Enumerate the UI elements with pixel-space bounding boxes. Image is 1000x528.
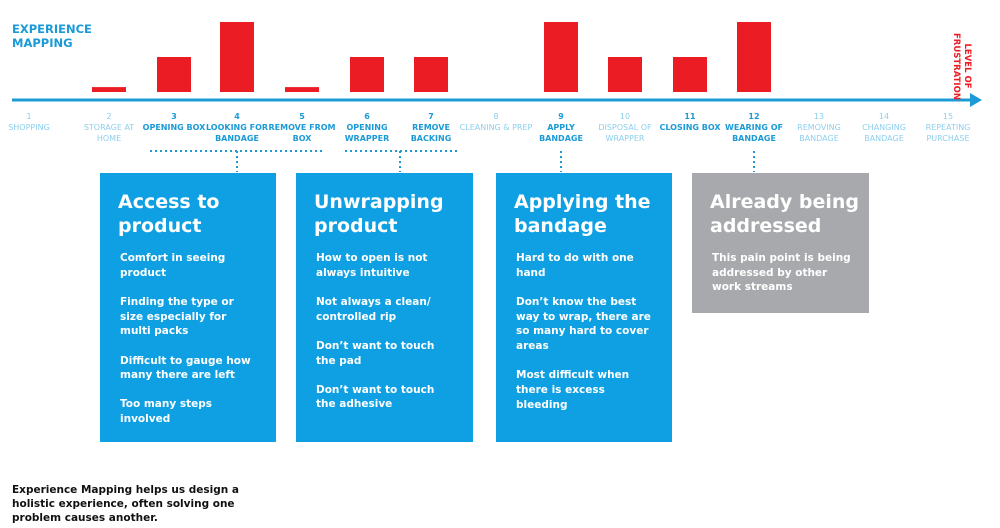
card-title: Access to product (118, 191, 220, 237)
frustration-bar (220, 22, 254, 92)
frustration-bar (544, 22, 578, 92)
step-number: 11 (684, 112, 696, 121)
card-items: How to open is not always intuitive Not a… (316, 251, 461, 427)
frustration-bar (285, 87, 319, 92)
card-item: Comfort in seeing product (120, 252, 226, 279)
step-label: REPEATING PURCHASE (925, 123, 971, 143)
axis-label: LEVEL OF FRUSTRATION (951, 33, 972, 100)
step-label: CLEANING & PREP (459, 123, 533, 132)
card-item: Don’t want to touch the pad (316, 339, 435, 367)
step-label: OPENING WRAPPER (344, 123, 390, 143)
step-label: CLOSING BOX (659, 123, 721, 132)
frustration-bar (737, 22, 771, 92)
card-item: Don’t know the best way to wrap, there a… (516, 295, 651, 353)
frustration-bar (157, 57, 191, 92)
step-number: 14 (878, 112, 890, 121)
card-item: This pain point is being addressed by ot… (712, 252, 851, 294)
card-item: Hard to do with one hand (516, 252, 634, 279)
step-number: 15 (942, 112, 954, 121)
step-label: LOOKING FOR BANDAGE (205, 123, 269, 143)
step-number: 7 (428, 112, 434, 121)
card-item: Not always a clean/ controlled rip (316, 295, 431, 323)
card-title: Already being addressed (710, 191, 860, 237)
step-label: DISPOSAL OF WRAPPER (598, 123, 652, 143)
axis-arrow (970, 93, 982, 107)
step-number: 6 (364, 112, 370, 121)
card-item: Don’t want to touch the adhesive (316, 383, 435, 411)
card: Unwrapping product How to open is not alw… (296, 173, 473, 442)
step-number: 8 (493, 112, 499, 121)
frustration-bar (414, 57, 448, 92)
step-number: 12 (748, 112, 760, 121)
step-label: REMOVING BANDAGE (797, 123, 841, 143)
title: EXPERIENCE MAPPING (12, 22, 92, 50)
card-title: Unwrapping product (314, 191, 444, 237)
step-label: WEARING OF BANDAGE (725, 123, 783, 143)
brackets (150, 150, 755, 172)
card: Applying the bandage Hard to do with one … (496, 173, 672, 442)
step-number: 1 (26, 112, 32, 121)
card: Already being addressed This pain point i… (692, 173, 869, 313)
frustration-bar (92, 87, 126, 92)
card: Access to product Comfort in seeing produ… (100, 173, 276, 442)
step-label: REMOVE BACKING (410, 123, 452, 143)
card-items: This pain point is being addressed by ot… (712, 251, 857, 310)
step-label: OPENING BOX (142, 123, 206, 132)
step-number: 5 (299, 112, 305, 121)
step-number: 9 (558, 112, 564, 121)
step-label: APPLY BANDAGE (539, 123, 583, 143)
frustration-bar (350, 57, 384, 92)
card-items: Comfort in seeing product Finding the typ… (120, 251, 265, 441)
step-number: 13 (813, 112, 825, 121)
frustration-bar (673, 57, 707, 92)
card-items: Hard to do with one hand Don’t know the b… (516, 251, 661, 427)
step-number: 3 (171, 112, 177, 121)
card-item: Too many steps involved (120, 398, 213, 426)
step-number: 2 (106, 112, 112, 121)
step-label: CHANGING BANDAGE (862, 123, 906, 143)
step-number: 4 (234, 112, 240, 121)
card-item: Finding the type or size especially for … (120, 295, 234, 338)
card-item: Difficult to gauge how many there are le… (120, 354, 251, 382)
step-label: STORAGE AT HOME (83, 123, 135, 143)
card-item: How to open is not always intuitive (316, 252, 428, 279)
step-label: REMOVE FROM BOX (268, 123, 336, 143)
footer: Experience Mapping helps us design a hol… (12, 484, 239, 524)
frustration-bar (608, 57, 642, 92)
card-item: Most difficult when there is excess blee… (516, 369, 630, 411)
step-label: SHOPPING (8, 123, 50, 132)
card-title: Applying the bandage (514, 191, 651, 237)
step-number: 10 (619, 112, 631, 121)
